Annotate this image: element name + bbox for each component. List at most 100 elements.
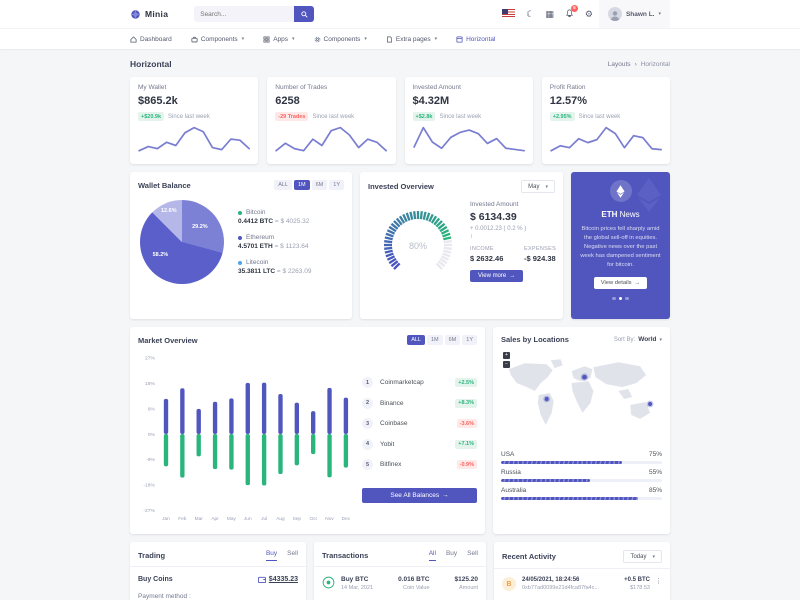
pie-slice-label: 12.6% — [161, 208, 177, 215]
legend-dot — [238, 260, 242, 265]
search-input[interactable] — [194, 6, 295, 22]
tab-buy[interactable]: Buy — [265, 550, 278, 561]
view-details-button[interactable]: View details → — [593, 276, 648, 289]
eth-news-card: ETH News Bitcoin prices fell sharply ami… — [571, 172, 670, 319]
brand-logo-icon — [131, 9, 140, 19]
nav-item-dashboard[interactable]: Dashboard — [130, 36, 172, 43]
bitcoin-avatar: B — [502, 577, 516, 591]
grid-icon — [263, 36, 270, 42]
nav-item-components-1[interactable]: Components ▾ — [191, 36, 244, 43]
progress-track — [501, 497, 662, 500]
search-box — [194, 6, 315, 22]
see-all-balances-button[interactable]: See All Balances → — [362, 487, 477, 503]
nav-item-extra-pages[interactable]: Extra pages ▾ — [386, 36, 437, 43]
location-row-australia: Australia 85% — [501, 487, 662, 500]
svg-text:0%: 0% — [148, 432, 156, 438]
map-zoom-in-button[interactable]: + — [503, 352, 510, 359]
svg-text:Dec: Dec — [342, 516, 351, 522]
svg-text:Mar: Mar — [195, 516, 204, 522]
range-1y-button[interactable]: 1Y — [462, 335, 477, 345]
nav-item-apps[interactable]: Apps ▾ — [263, 36, 295, 43]
search-icon — [301, 10, 308, 18]
stat-value: $865.2k — [138, 95, 178, 107]
map-zoom-out-button[interactable]: − — [503, 360, 510, 368]
tab-all[interactable]: All — [428, 550, 436, 561]
view-more-button[interactable]: View more → — [470, 270, 524, 283]
card-title: Trading — [138, 551, 166, 560]
invested-overview-card: Invested Overview May ▾ 80% Invested Amo… — [360, 172, 563, 319]
legend-dot — [238, 210, 242, 215]
breadcrumb-root[interactable]: Layouts — [607, 60, 631, 68]
tab-buy[interactable]: Buy — [445, 550, 458, 557]
range-1y-button[interactable]: 1Y — [329, 180, 344, 190]
svg-text:Sep: Sep — [293, 516, 302, 522]
buy-transaction-icon — [322, 576, 335, 589]
pie-slice-label: 58.2% — [152, 252, 169, 259]
activity-row[interactable]: B 24/05/2021, 18:24:56 0xb77ad0099e21d4f… — [502, 577, 662, 591]
svg-text:Aug: Aug — [276, 516, 285, 522]
stat-badge: +$2.8k — [412, 112, 436, 121]
svg-text:Jun: Jun — [244, 516, 252, 522]
notifications-bell-icon[interactable]: 5 — [565, 4, 578, 20]
user-name: Shawn L. — [625, 10, 655, 18]
svg-text:Jan: Jan — [162, 516, 170, 522]
exchange-list: 1 Coinmarketcap +2.5% 2 Binance +8.3% 3 … — [362, 349, 477, 525]
dark-mode-moon-icon[interactable]: ☾ — [526, 8, 535, 19]
range-6m-button[interactable]: 6M — [311, 180, 328, 190]
month-select[interactable]: May ▾ — [521, 180, 555, 193]
market-bar-chart: 27% 18% 9% 0% -9% -18% -27% Jan Feb Mar Apr May Jun J… — [143, 355, 351, 522]
progress-fill — [501, 479, 590, 482]
apps-grid-icon[interactable]: ▦ — [545, 8, 554, 19]
nav-item-horizontal[interactable]: Horizontal — [456, 36, 495, 43]
settings-gear-icon[interactable]: ⚙ — [584, 8, 593, 19]
wallet-balance-card: Wallet Balance ALL 1M 6M 1Y 29.2% 58.2% … — [130, 172, 352, 319]
topbar: Minia ☾ ▦ 5 ⚙ Shawn L. ▾ — [0, 0, 800, 28]
pie-slice-label: 29.2% — [192, 224, 208, 231]
wallet-balance-link[interactable]: $4335.23 — [257, 576, 298, 583]
briefcase-icon — [191, 36, 198, 42]
wallet-pie — [140, 200, 224, 284]
file-icon — [386, 36, 392, 42]
svg-text:Feb: Feb — [178, 516, 187, 522]
arrow-up-icon: ↑ — [470, 233, 474, 240]
location-row-russia: Russia 55% — [501, 469, 662, 482]
range-1m-button[interactable]: 1M — [293, 180, 310, 190]
sparkline-chart — [275, 126, 388, 152]
chevron-down-icon: ▾ — [658, 11, 661, 17]
svg-text:-9%: -9% — [146, 457, 155, 463]
payment-method-label: Payment method : — [138, 593, 191, 600]
exchange-row-coinbase: 3 Coinbase -3.6% — [362, 418, 477, 429]
world-map: + − — [501, 350, 662, 446]
sparkline-chart — [138, 126, 250, 152]
tab-sell[interactable]: Sell — [467, 550, 478, 557]
brand[interactable]: Minia — [130, 9, 168, 20]
chevron-down-icon: ▾ — [659, 336, 662, 343]
user-menu[interactable]: Shawn L. ▾ — [598, 0, 670, 28]
sparkline-chart — [412, 126, 525, 152]
tab-sell[interactable]: Sell — [287, 550, 298, 557]
avatar — [607, 7, 622, 21]
search-button[interactable] — [294, 6, 315, 22]
carousel-dots[interactable] — [579, 296, 662, 301]
location-progress-list: USA 75% Russia 55% Australia 85% — [501, 451, 662, 500]
bell-icon — [565, 9, 573, 17]
svg-text:-18%: -18% — [143, 483, 155, 489]
eth-watermark-icon — [636, 178, 662, 217]
svg-text:Oct: Oct — [309, 516, 317, 522]
nav-item-components-2[interactable]: Components ▾ — [314, 36, 367, 43]
language-flag-icon[interactable] — [502, 9, 516, 19]
market-overview-card: Market Overview ALL 1M 6M 1Y 27% 18% 9% 0% -… — [130, 327, 485, 534]
range-all-button[interactable]: ALL — [274, 180, 292, 190]
eth-logo-icon — [609, 180, 632, 202]
range-all-button[interactable]: ALL — [407, 335, 425, 345]
expenses-block: EXPENSES -$ 924.38 — [524, 246, 557, 263]
stat-value: 6258 — [275, 95, 300, 107]
range-6m-button[interactable]: 6M — [444, 335, 461, 345]
progress-fill — [501, 497, 638, 500]
arrow-right-icon: → — [634, 279, 641, 286]
sort-by-select[interactable]: World — [638, 336, 657, 343]
transaction-row[interactable]: Buy BTC 14 Mar, 2021 0.016 BTC Coin Valu… — [322, 576, 478, 591]
row-menu-dots-icon[interactable]: ⋮ — [655, 578, 662, 585]
period-select[interactable]: Today ▾ — [623, 550, 662, 563]
range-1m-button[interactable]: 1M — [426, 335, 443, 345]
